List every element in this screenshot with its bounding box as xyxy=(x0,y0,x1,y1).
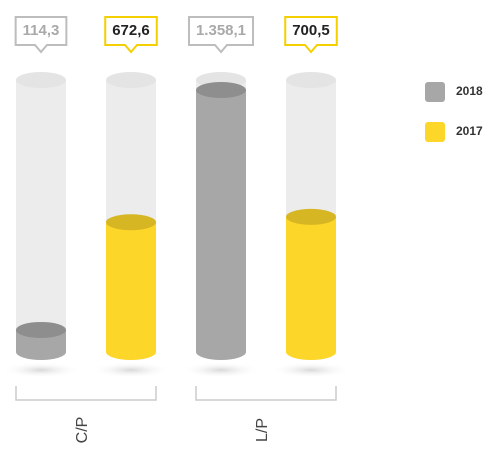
bar-top xyxy=(16,321,66,338)
bar-top xyxy=(196,82,246,98)
track-top xyxy=(16,72,66,88)
bracket xyxy=(15,386,157,401)
track-top xyxy=(106,72,156,88)
bar xyxy=(286,208,336,360)
legend-label: 2018 xyxy=(456,84,483,98)
legend-swatch xyxy=(425,122,445,142)
legend-swatch xyxy=(425,82,445,102)
shadow xyxy=(1,362,81,378)
bar-body xyxy=(196,90,246,352)
value-label: 700,5 xyxy=(292,22,330,39)
bar-bottom xyxy=(16,344,66,360)
value-bubble xyxy=(14,16,68,54)
bar xyxy=(16,321,66,360)
bar-top xyxy=(106,214,156,231)
bar-bottom xyxy=(286,344,336,360)
value-label: 672,6 xyxy=(112,22,150,39)
value-bubble xyxy=(104,16,158,54)
value-bubble xyxy=(284,16,338,54)
value-label: 1.358,1 xyxy=(196,22,246,39)
shadow xyxy=(91,362,171,378)
shadow xyxy=(271,362,351,378)
legend-label: 2017 xyxy=(456,124,483,138)
track-top xyxy=(286,72,336,88)
bar-bottom xyxy=(196,344,246,360)
bracket xyxy=(195,386,337,401)
category-label: C/P xyxy=(74,417,91,444)
bar-top xyxy=(286,208,336,225)
value-label: 114,3 xyxy=(23,22,60,39)
bar xyxy=(196,82,246,360)
track xyxy=(16,80,66,352)
category-label: L/P xyxy=(254,418,271,442)
bar-bottom xyxy=(106,344,156,360)
bar xyxy=(106,214,156,360)
bar-body xyxy=(106,222,156,352)
bar-body xyxy=(286,216,336,352)
value-bubble xyxy=(187,16,255,54)
shadow xyxy=(181,362,261,378)
